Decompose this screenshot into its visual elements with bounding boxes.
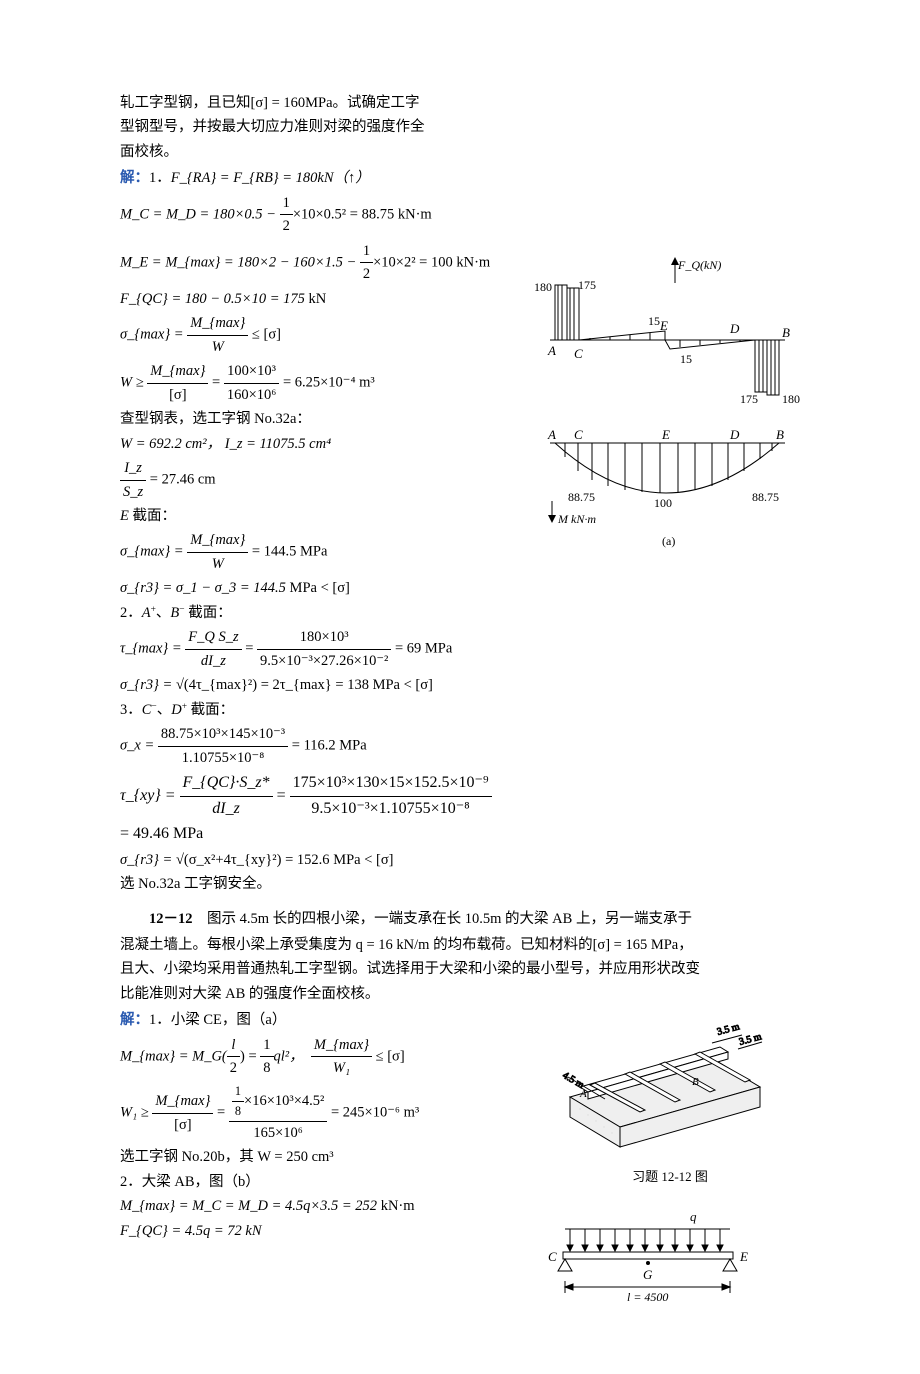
svg-text:A: A — [547, 343, 556, 358]
svg-text:F_Q(kN): F_Q(kN) — [677, 258, 721, 272]
svg-text:q: q — [690, 1209, 697, 1224]
conclusion: 选 No.32a 工字钢安全。 — [120, 873, 502, 895]
svg-text:C: C — [574, 346, 583, 361]
svg-text:100: 100 — [654, 496, 672, 510]
intro-line3: 面校核。 — [120, 141, 810, 163]
svg-text:B: B — [776, 427, 784, 442]
svg-text:G: G — [643, 1267, 653, 1282]
svg-text:175: 175 — [740, 392, 758, 406]
shear-diagram: F_Q(kN) — [530, 255, 800, 415]
solution-step1: 解：1．F_{RA} = F_{RB} = 180kN（↑） M_C = M_D… — [120, 165, 810, 897]
svg-text:M kN·m: M kN·m — [557, 512, 596, 526]
svg-text:88.75: 88.75 — [752, 490, 779, 504]
svg-text:D: D — [729, 427, 740, 442]
svg-text:180: 180 — [782, 392, 800, 406]
svg-text:3.5 m: 3.5 m — [716, 1022, 741, 1039]
svg-text:180: 180 — [534, 280, 552, 294]
svg-text:(a): (a) — [662, 534, 675, 548]
diagrams-col: F_Q(kN) — [530, 165, 810, 897]
svg-text:175: 175 — [578, 278, 596, 292]
svg-text:88.75: 88.75 — [568, 490, 595, 504]
iso-diagram: 4.5 m 3.5 m 3.5 m A B — [530, 1007, 770, 1157]
intro-block: 轧工字型钢，且已知[σ] = 160MPa。试确定工字 型钢型号，并按最大切应力… — [120, 92, 810, 163]
sol-label: 解： — [120, 170, 149, 186]
svg-text:D: D — [729, 321, 740, 336]
svg-text:15: 15 — [648, 314, 660, 328]
small-beam-diagram: q — [530, 1207, 760, 1307]
lookup: 查型钢表，选工字钢 No.32a： — [120, 408, 502, 430]
svg-text:B: B — [692, 1076, 699, 1088]
svg-text:E: E — [739, 1249, 748, 1264]
step1-reaction: F_{RA} = F_{RB} = 180kN（↑） — [171, 170, 370, 186]
intro-line1: 轧工字型钢，且已知 — [120, 95, 251, 111]
sigma-bracket: [σ] = 160MPa — [251, 95, 333, 111]
svg-text:A: A — [547, 427, 556, 442]
intro-line2: 型钢型号，并按最大切应力准则对梁的强度作全 — [120, 116, 810, 138]
svg-text:E: E — [659, 318, 668, 333]
svg-text:15: 15 — [680, 352, 692, 366]
fig-caption-12-12: 习题 12-12 图 — [530, 1167, 810, 1187]
step1-hdr: 1． — [149, 170, 171, 186]
svg-text:C: C — [574, 427, 583, 442]
prob-num: 12－12 — [149, 911, 193, 927]
problem-12-12: 12－12 图示 4.5m 长的四根小梁，一端支承在长 10.5m 的大梁 AB… — [120, 908, 810, 1005]
moment-diagram: A C E D B 88.75 100 88.75 M kN·m (a) — [530, 423, 800, 553]
svg-text:C: C — [548, 1249, 557, 1264]
svg-text:E: E — [661, 427, 670, 442]
svg-text:A: A — [579, 1088, 587, 1100]
svg-text:B: B — [782, 325, 790, 340]
